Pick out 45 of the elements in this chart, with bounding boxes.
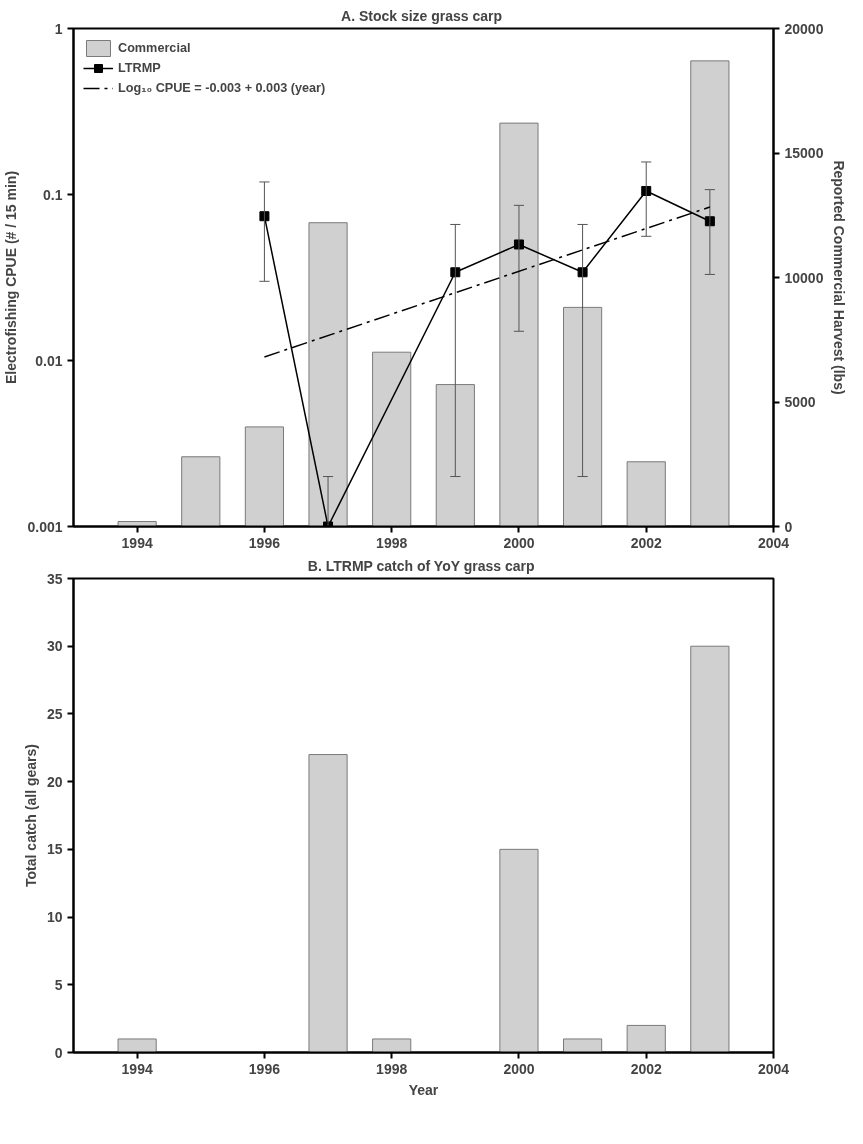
bar <box>372 1038 412 1053</box>
x-axis-title: Year <box>408 1081 439 1098</box>
x-tick-label: 2002 <box>630 534 663 551</box>
y-tick-label: 0.01 <box>35 352 63 369</box>
y-tick-label: 0 <box>54 1044 63 1061</box>
y-tick-label: 0.1 <box>43 186 63 203</box>
x-tick-label: 2002 <box>630 1060 663 1077</box>
y-tick-label: 20 <box>46 773 63 790</box>
x-tick-label: 1998 <box>376 534 408 551</box>
bar <box>117 1038 157 1053</box>
bar <box>308 754 348 1053</box>
y-tick-label: 15 <box>46 841 63 858</box>
y2-axis-title: Reported Commercial Harvest (lbs) <box>831 160 848 395</box>
x-tick-label: 1996 <box>248 534 281 551</box>
x-tick-label: 1996 <box>248 1060 281 1077</box>
y-axis-title: Electrofishing CPUE (# / 15 min) <box>3 170 20 385</box>
x-tick-label: 2004 <box>757 1060 790 1077</box>
bar <box>563 1038 603 1053</box>
x-tick-label: 1994 <box>121 1060 153 1077</box>
chart-title: A. Stock size grass carp <box>341 7 503 24</box>
bar <box>626 1024 666 1053</box>
x-tick-label: 1998 <box>376 1060 408 1077</box>
y-tick-label: 10 <box>46 909 63 926</box>
legend-label: Log₁₀ CPUE = -0.003 + 0.003 (year) <box>118 81 326 95</box>
y-axis-title: Total catch (all gears) <box>22 744 39 887</box>
y2-tick-label: 15000 <box>784 145 824 161</box>
y-tick-label: 30 <box>46 638 63 655</box>
y-tick-label: 0.001 <box>27 518 63 535</box>
y2-tick-label: 20000 <box>784 20 824 37</box>
y-tick-label: 25 <box>46 705 63 722</box>
chart-title: B. LTRMP catch of YoY grass carp <box>307 557 535 574</box>
x-tick-label: 2000 <box>503 534 535 551</box>
legend-label: LTRMP <box>118 61 161 75</box>
bar <box>690 645 730 1053</box>
y-tick-label: 5 <box>54 976 63 993</box>
y-tick-label: 1 <box>54 20 63 37</box>
y-tick-label: 35 <box>46 570 63 587</box>
y2-tick-label: 10000 <box>784 269 824 286</box>
x-tick-label: 1994 <box>121 534 153 551</box>
bar <box>499 848 539 1053</box>
y2-tick-label: 0 <box>784 518 793 535</box>
y2-tick-label: 5000 <box>784 394 816 410</box>
x-tick-label: 2004 <box>757 534 790 551</box>
legend-label: Commercial <box>118 41 191 55</box>
x-tick-label: 2000 <box>503 1060 535 1077</box>
